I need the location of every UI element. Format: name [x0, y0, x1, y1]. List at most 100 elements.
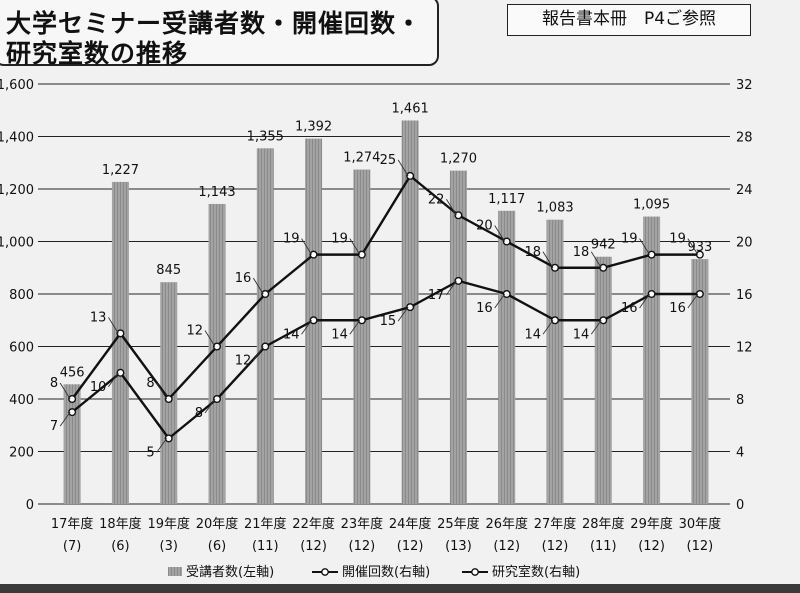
bar-value-label: 1,274: [343, 151, 380, 166]
meetings-value-label: 25: [380, 153, 397, 168]
meetings-point: [647, 250, 656, 259]
title-box: 大学セミナー受講者数・開催回数・ 研究室数の推移: [0, 0, 439, 68]
labs-point: [406, 303, 415, 312]
bar: [208, 203, 226, 504]
meetings-value-label: 22: [428, 192, 445, 207]
leader-line: [204, 398, 216, 414]
right-tick-label: 0: [736, 498, 744, 513]
report-reference-box: 報告書本冊 P4ご参照: [507, 4, 751, 36]
leader-line: [349, 238, 361, 255]
category-sublabel: (12): [542, 539, 569, 554]
leader-line: [301, 319, 312, 335]
bar-value-label: 933: [687, 240, 712, 255]
leader-line: [204, 330, 216, 347]
leader-line: [301, 238, 312, 255]
category-sublabel: (11): [252, 539, 279, 554]
meetings-value-label: 19: [331, 232, 348, 247]
labs-point: [116, 368, 125, 377]
category-sublabel: (7): [63, 539, 81, 554]
category-sublabel: (3): [160, 539, 178, 554]
category-sublabel: (12): [687, 539, 714, 554]
labs-value-label: 16: [621, 301, 638, 316]
labs-point: [551, 316, 560, 325]
leader-line: [252, 346, 264, 361]
bar-value-label: 1,117: [488, 192, 525, 207]
leader-line: [494, 225, 506, 242]
leader-line: [590, 251, 602, 268]
right-tick-label: 4: [736, 446, 744, 461]
category-sublabel: (6): [208, 539, 226, 554]
left-tick-label: 600: [9, 341, 34, 356]
leader-line: [687, 238, 699, 255]
labs-point: [164, 434, 173, 443]
bar-value-label: 1,270: [440, 152, 477, 167]
meetings-point: [357, 250, 366, 259]
left-tick-label: 1,600: [0, 78, 34, 93]
meetings-value-label: 19: [621, 232, 638, 247]
bar-value-label: 1,461: [392, 101, 429, 116]
meetings-point: [454, 211, 463, 220]
chart-title-line-1: 大学セミナー受講者数・開催回数・: [6, 9, 423, 38]
labs-point: [502, 290, 511, 299]
leader-line: [590, 319, 602, 335]
leader-line: [639, 293, 650, 309]
meetings-point: [164, 395, 173, 404]
meetings-point: [599, 263, 608, 272]
left-tick-label: 1,200: [0, 183, 34, 198]
labs-value-label: 14: [524, 327, 541, 342]
right-tick-label: 24: [736, 183, 753, 198]
meetings-value-label: 8: [50, 376, 58, 391]
bar: [546, 219, 564, 504]
leader-line: [156, 438, 168, 453]
meetings-value-label: 16: [235, 271, 252, 286]
meetings-value-label: 19: [283, 232, 300, 247]
bar: [691, 259, 709, 504]
meetings-point: [406, 171, 415, 180]
meetings-value-label: 12: [186, 324, 203, 339]
labs-value-label: 5: [146, 445, 154, 460]
leader-line: [542, 251, 554, 268]
category-label: 29年度: [630, 516, 673, 532]
bar-value-label: 1,083: [536, 201, 573, 216]
labs-value-label: 14: [331, 327, 348, 342]
bar-value-label: 1,355: [247, 129, 284, 144]
bar: [401, 120, 419, 505]
category-label: 24年度: [389, 516, 432, 532]
category-label: 19年度: [147, 516, 190, 532]
labs-value-label: 15: [380, 314, 397, 329]
category-sublabel: (12): [349, 539, 376, 554]
meetings-value-label: 18: [524, 245, 541, 260]
left-tick-label: 400: [9, 393, 34, 408]
meetings-point: [116, 329, 125, 338]
labs-point: [695, 290, 704, 299]
meetings-point: [68, 395, 77, 404]
legend-label-meetings: 開催回数(右軸): [342, 565, 430, 580]
category-label: 30年度: [679, 516, 722, 532]
labs-value-label: 16: [669, 301, 686, 316]
labs-point: [454, 276, 463, 285]
bar: [63, 384, 81, 504]
category-label: 26年度: [485, 516, 528, 532]
leader-line: [687, 293, 699, 309]
category-label: 25年度: [437, 516, 480, 532]
left-tick-label: 1,000: [0, 236, 34, 251]
bar-value-label: 942: [591, 238, 616, 253]
bar-value-label: 1,392: [295, 120, 332, 135]
bottom-edge: [0, 584, 800, 593]
category-label: 27年度: [534, 516, 577, 532]
leader-line: [108, 372, 119, 388]
right-tick-label: 28: [736, 131, 753, 146]
leader-line: [156, 382, 168, 400]
category-sublabel: (12): [638, 539, 665, 554]
bar-value-label: 845: [156, 263, 181, 278]
labs-value-label: 14: [283, 327, 300, 342]
category-sublabel: (12): [493, 539, 520, 554]
left-tick-label: 1,400: [0, 131, 34, 146]
category-sublabel: (12): [300, 539, 327, 554]
legend-label-attendees: 受講者数(左軸): [186, 564, 274, 580]
labs-value-label: 12: [235, 354, 252, 369]
meetings-point: [502, 237, 511, 246]
meetings-point: [212, 342, 221, 351]
bar: [353, 169, 371, 504]
bar: [160, 282, 178, 504]
